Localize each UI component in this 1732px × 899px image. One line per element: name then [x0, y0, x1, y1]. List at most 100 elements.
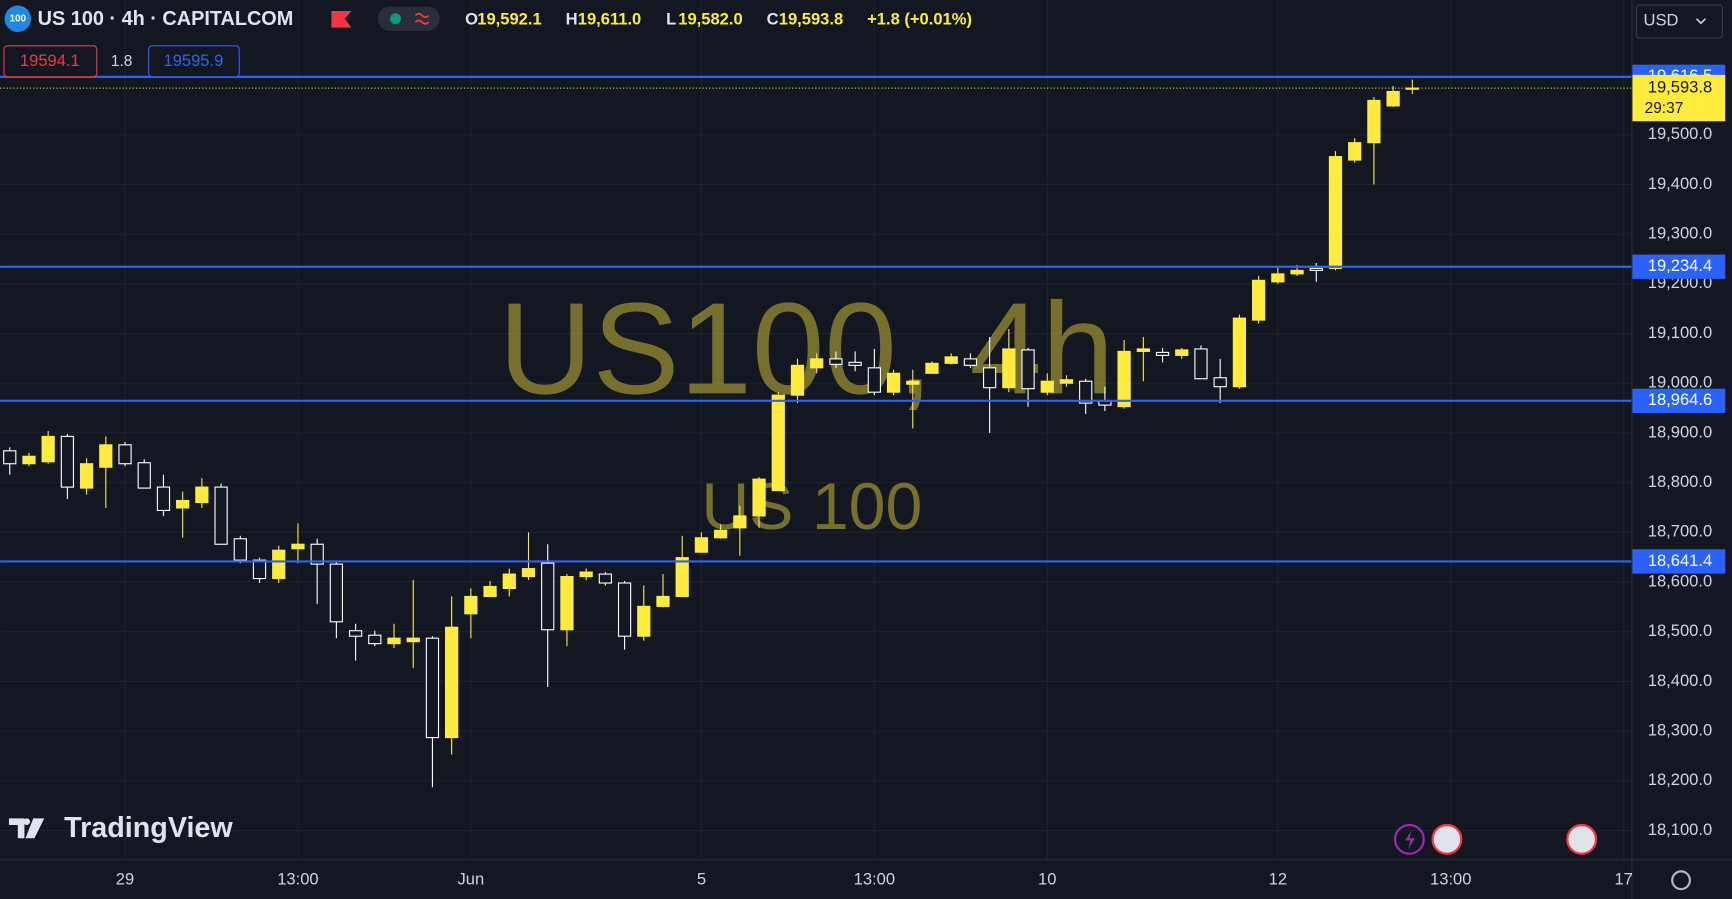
candle-body	[1271, 273, 1285, 283]
candle-body	[886, 372, 901, 393]
candle-body	[425, 637, 440, 739]
badge-text: 100	[10, 13, 27, 24]
y-tick-label: 18,300.0	[1648, 720, 1712, 739]
price-label-box	[1632, 549, 1726, 574]
symbol-badge	[4, 5, 32, 33]
candle-body	[483, 585, 497, 597]
candle-body	[521, 568, 536, 578]
candle-body	[752, 478, 766, 517]
candle-body	[867, 367, 881, 393]
price-label-box	[1632, 388, 1726, 413]
x-tick-label: 5	[697, 870, 706, 889]
buy-button[interactable]	[148, 45, 240, 78]
candle-body	[675, 557, 689, 597]
y-tick-label: 19,100.0	[1648, 323, 1712, 342]
event-icon[interactable]	[1566, 823, 1598, 855]
watermark-sub: US 100	[701, 470, 922, 544]
candle-body	[1175, 349, 1189, 356]
candle-body	[1251, 279, 1266, 321]
candle-body	[1021, 349, 1035, 390]
candle-body	[1136, 348, 1150, 352]
candle-body	[99, 444, 113, 468]
ohlc-letter: C	[767, 9, 779, 28]
x-tick-label: 10	[1038, 870, 1056, 889]
market-status[interactable]	[377, 6, 440, 31]
logo[interactable]: TradingView	[64, 812, 233, 844]
candle-body	[348, 630, 363, 637]
y-tick-label: 18,100.0	[1648, 820, 1712, 839]
spread: 1.8	[111, 53, 132, 70]
candle-body	[137, 462, 151, 489]
flag-icon[interactable]	[331, 11, 352, 28]
ohlc-value: 19,611.0	[578, 9, 641, 28]
candle-body	[118, 444, 132, 465]
candle-body	[310, 543, 324, 565]
candle-body	[790, 364, 805, 396]
candle-body	[1194, 348, 1208, 380]
candle-body	[1213, 377, 1227, 388]
candle-body	[1040, 380, 1054, 393]
x-tick-label: 17	[1614, 870, 1632, 889]
candle-body	[60, 435, 75, 488]
price-label: 19,234.4	[1648, 256, 1712, 275]
alert-icon[interactable]	[1393, 823, 1425, 855]
y-tick-label: 18,400.0	[1648, 671, 1712, 690]
ohlc-letter: H	[566, 9, 578, 28]
y-tick-label: 18,200.0	[1648, 770, 1712, 789]
candle-body	[368, 634, 382, 645]
candle-body	[445, 626, 459, 739]
candle-body	[848, 361, 862, 366]
candle-body	[156, 486, 171, 512]
candle-body	[291, 543, 305, 550]
x-tick-label: 13:00	[1430, 870, 1471, 889]
event-icon[interactable]	[1431, 823, 1463, 855]
candle-body	[1290, 269, 1304, 275]
candle-body	[3, 450, 17, 465]
candle-body	[176, 499, 190, 509]
candle-body	[387, 637, 401, 645]
x-tick-label: Jun	[458, 870, 485, 889]
candle-body	[925, 362, 939, 374]
y-tick-label: 19,400.0	[1648, 174, 1712, 193]
candle-body	[656, 595, 670, 607]
chart-title[interactable]: US 100 · 4h · CAPITALCOM	[38, 8, 294, 30]
price-label: 18,964.6	[1648, 390, 1712, 409]
y-tick-label: 18,600.0	[1648, 571, 1712, 590]
currency-dropdown[interactable]	[1635, 4, 1724, 39]
candle-body	[1367, 99, 1381, 144]
dropdown-arrow	[1695, 18, 1706, 25]
candle-body	[829, 358, 843, 365]
y-tick-label: 18,800.0	[1648, 472, 1712, 491]
grid	[0, 0, 1632, 860]
y-tick-label: 19,000.0	[1648, 373, 1712, 392]
ohlc-letter: O	[465, 9, 478, 28]
y-tick-label: 18,700.0	[1648, 522, 1712, 541]
ask: 19595.9	[163, 51, 223, 70]
change: +1.8 (+0.01%)	[867, 9, 972, 28]
candle-body	[22, 455, 36, 465]
candle-body	[560, 576, 574, 631]
candle-body	[1059, 379, 1074, 384]
settings-button[interactable]	[1671, 870, 1692, 891]
status-icon	[414, 12, 430, 25]
watermark: US100, 4h	[498, 275, 1114, 421]
candle-body	[983, 367, 997, 389]
candle-body	[464, 595, 478, 615]
candle-body	[1348, 142, 1362, 161]
candle-body	[1002, 348, 1016, 389]
candle-body	[233, 538, 247, 561]
ohlc-letter: L	[666, 9, 676, 28]
alert-bolt	[1404, 830, 1415, 850]
sell-button[interactable]	[3, 45, 98, 78]
candle-body	[195, 486, 209, 504]
candle-body	[1079, 380, 1093, 404]
plot	[0, 75, 1632, 788]
candle-body	[944, 356, 958, 364]
candle-body	[1386, 90, 1400, 107]
x-tick-label: 13:00	[854, 870, 895, 889]
candle-body	[79, 463, 94, 489]
x-tick-label: 12	[1269, 870, 1287, 889]
